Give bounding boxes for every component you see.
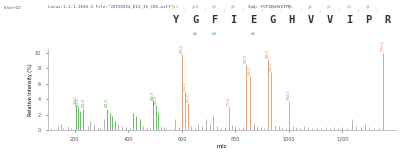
Text: 622.0: 622.0 xyxy=(186,93,190,102)
Text: E: E xyxy=(250,15,256,25)
Text: |: | xyxy=(243,9,244,13)
Text: V: V xyxy=(307,15,314,25)
Text: |: | xyxy=(262,9,263,13)
Text: 775.0: 775.0 xyxy=(227,97,231,106)
Text: b2: b2 xyxy=(193,32,198,36)
Text: |: | xyxy=(204,9,205,13)
Text: Y: Y xyxy=(173,15,179,25)
Text: 213.0: 213.0 xyxy=(76,97,80,106)
Text: b3: b3 xyxy=(212,32,217,36)
Text: 321.0: 321.0 xyxy=(105,99,109,107)
Text: 855.0: 855.0 xyxy=(248,66,252,75)
Text: G: G xyxy=(269,15,275,25)
Text: 502.0: 502.0 xyxy=(154,95,158,104)
Text: 232.0: 232.0 xyxy=(81,99,85,107)
Text: y3: y3 xyxy=(327,5,332,9)
Text: y10: y10 xyxy=(192,5,199,9)
Text: 6.5e+02: 6.5e+02 xyxy=(4,6,22,10)
Text: P: P xyxy=(365,15,371,25)
Text: V: V xyxy=(326,15,333,25)
Text: I: I xyxy=(230,15,237,25)
Text: y1: y1 xyxy=(366,5,370,9)
Y-axis label: Relative Intensity (%): Relative Intensity (%) xyxy=(28,63,34,116)
Text: F: F xyxy=(211,15,218,25)
Text: y7: y7 xyxy=(250,5,255,9)
Text: 1352.0: 1352.0 xyxy=(381,41,385,51)
Text: 920.0: 920.0 xyxy=(266,49,270,58)
Text: |: | xyxy=(185,9,186,13)
Text: |: | xyxy=(281,9,282,13)
Text: y9: y9 xyxy=(212,5,217,9)
Text: 492.0: 492.0 xyxy=(151,91,155,100)
Text: |: | xyxy=(300,9,301,13)
Text: H: H xyxy=(288,15,294,25)
X-axis label: m/z: m/z xyxy=(217,144,227,149)
Text: Locus:1.1.1.1694.3 File:"20190924_D12_IS_CD8.wiff": Locus:1.1.1.1694.3 File:"20190924_D12_IS… xyxy=(48,5,173,9)
Text: Seq: YGFIEGHVVIPR: Seq: YGFIEGHVVIPR xyxy=(248,5,290,9)
Text: 840.0: 840.0 xyxy=(244,54,248,63)
Text: b5: b5 xyxy=(250,32,255,36)
Text: |: | xyxy=(377,9,378,13)
Text: R: R xyxy=(384,15,390,25)
Text: 933.0: 933.0 xyxy=(269,62,273,71)
Text: I: I xyxy=(346,15,352,25)
Text: y6: y6 xyxy=(270,5,274,9)
Text: G: G xyxy=(192,15,198,25)
Text: 612.0: 612.0 xyxy=(183,81,187,90)
Text: 204.1: 204.1 xyxy=(74,96,78,104)
Text: y2: y2 xyxy=(346,5,351,9)
Text: 600.0: 600.0 xyxy=(180,44,184,53)
Text: y5: y5 xyxy=(289,5,294,9)
Text: y11: y11 xyxy=(172,5,180,9)
Text: y4: y4 xyxy=(308,5,313,9)
Text: |: | xyxy=(358,9,359,13)
Text: y8: y8 xyxy=(231,5,236,9)
Text: 1000.0: 1000.0 xyxy=(287,89,291,100)
Text: |: | xyxy=(339,9,340,13)
